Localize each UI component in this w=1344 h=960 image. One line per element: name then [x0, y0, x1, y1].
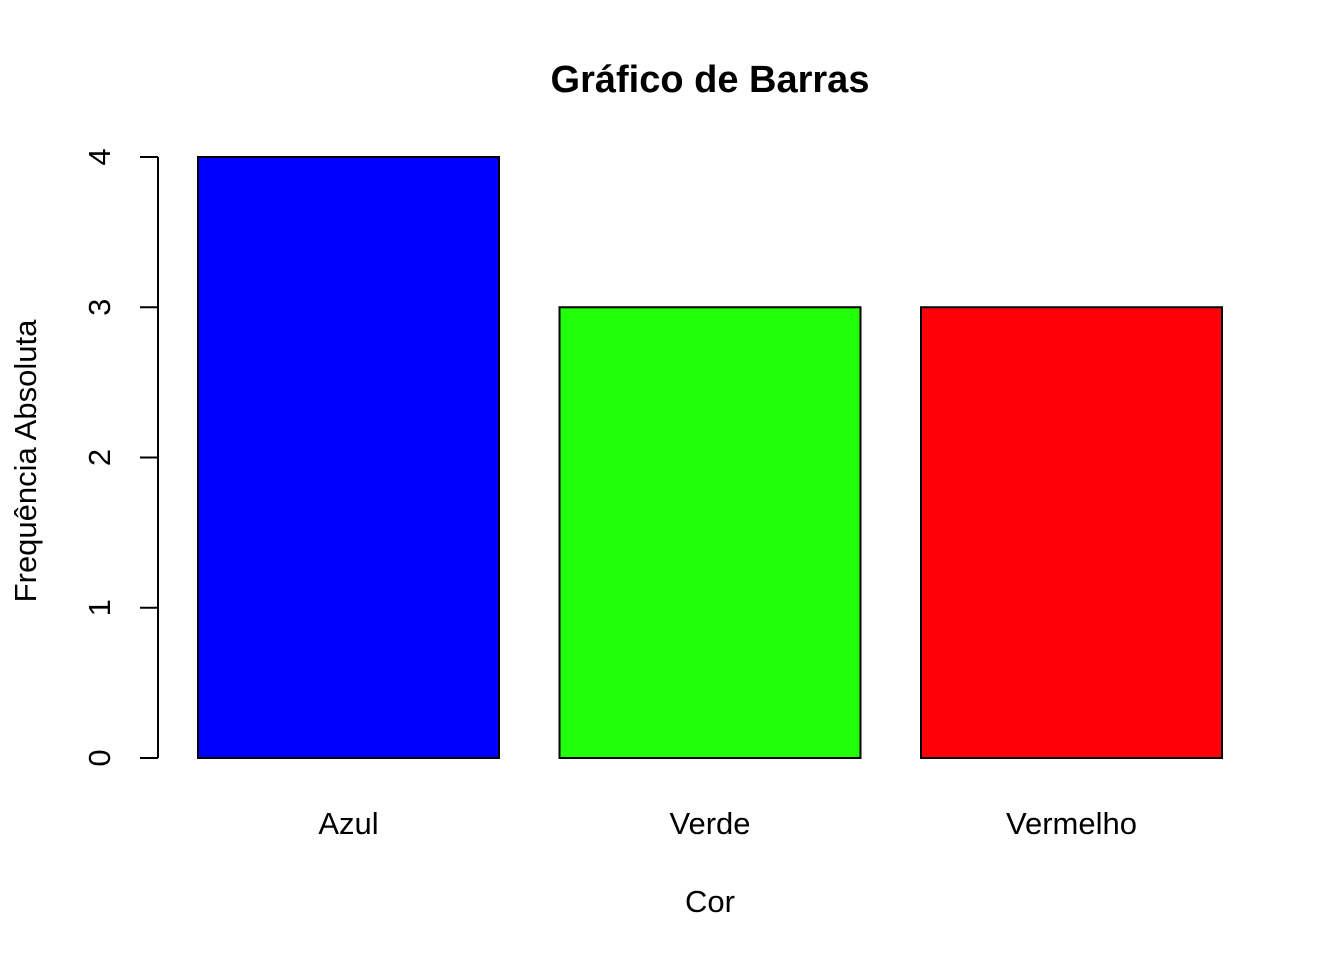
y-axis: 0 1 2 3 4	[82, 148, 159, 767]
y-tick-label: 0	[82, 749, 117, 766]
y-tick-label: 4	[82, 148, 117, 165]
bars-group	[197, 156, 1223, 759]
bar-vermelho	[920, 306, 1223, 759]
bar-verde	[558, 306, 862, 759]
x-tick-labels: Azul Verde Vermelho	[318, 806, 1137, 841]
y-tick-label: 1	[82, 599, 117, 616]
chart-title: Gráfico de Barras	[551, 59, 870, 101]
x-tick-label: Vermelho	[1006, 806, 1137, 841]
bar-azul	[197, 156, 500, 759]
x-tick-label: Azul	[318, 806, 378, 841]
y-axis-label: Frequência Absoluta	[8, 319, 43, 602]
x-tick-label: Verde	[669, 806, 750, 841]
y-tick-label: 3	[82, 299, 117, 316]
y-tick-label: 2	[82, 449, 117, 466]
x-axis-label: Cor	[685, 884, 735, 919]
